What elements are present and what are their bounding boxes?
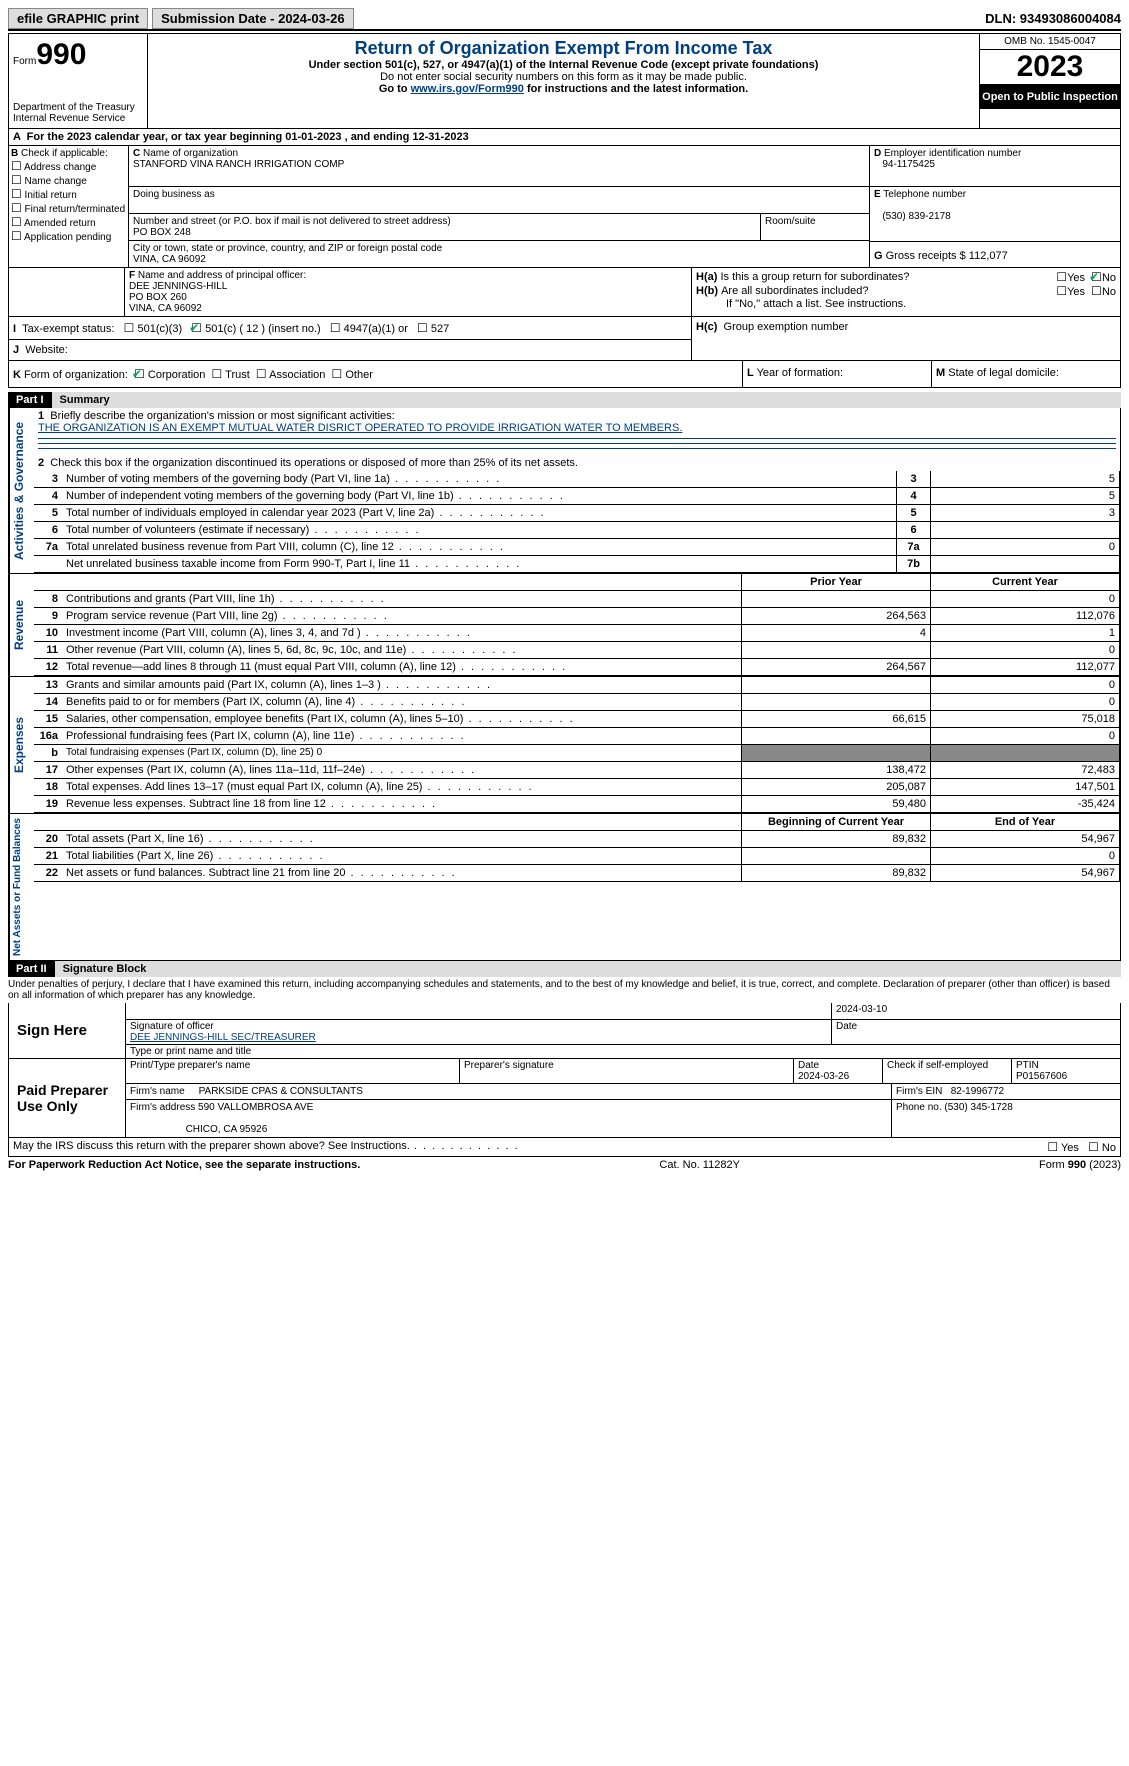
section-fh: F Name and address of principal officer:…: [8, 268, 1121, 317]
line-a: A For the 2023 calendar year, or tax yea…: [8, 129, 1121, 146]
section-bcde: B Check if applicable: ☐ Address change …: [8, 146, 1121, 268]
irs-link[interactable]: www.irs.gov/Form990: [411, 83, 524, 95]
org-name: STANFORD VINA RANCH IRRIGATION COMP: [133, 159, 344, 170]
gov-label: Activities & Governance: [9, 408, 34, 573]
part1-header: Part I Summary: [8, 392, 1121, 408]
dept-irs: Internal Revenue Service: [13, 113, 143, 124]
net-label: Net Assets or Fund Balances: [9, 814, 34, 960]
city: VINA, CA 96092: [133, 254, 206, 265]
submission-date: Submission Date - 2024-03-26: [152, 8, 354, 29]
discuss-row: May the IRS discuss this return with the…: [8, 1138, 1121, 1157]
officer-sig: DEE JENNINGS-HILL SEC/TREASURER: [130, 1032, 316, 1043]
ein: 94-1175425: [882, 159, 935, 170]
phone: (530) 839-2178: [882, 211, 950, 222]
form-sub2: Do not enter social security numbers on …: [156, 71, 971, 83]
street: PO BOX 248: [133, 227, 191, 238]
rev-label: Revenue: [9, 574, 34, 676]
rev-table: Prior YearCurrent Year8Contributions and…: [34, 574, 1120, 676]
mission: THE ORGANIZATION IS AN EXEMPT MUTUAL WAT…: [38, 422, 682, 434]
exp-table: 13Grants and similar amounts paid (Part …: [34, 677, 1120, 813]
dln: DLN: 93493086004084: [985, 11, 1121, 26]
footer: For Paperwork Reduction Act Notice, see …: [8, 1157, 1121, 1171]
top-bar: efile GRAPHIC print Submission Date - 20…: [8, 8, 1121, 31]
form-title: Return of Organization Exempt From Incom…: [156, 38, 971, 59]
open-inspection: Open to Public Inspection: [980, 85, 1120, 109]
section-ij: I Tax-exempt status: ☐ 501(c)(3) ☐ 501(c…: [8, 317, 1121, 361]
gov-table: 3Number of voting members of the governi…: [34, 471, 1120, 573]
gross-receipts: 112,077: [969, 250, 1008, 262]
tax-year: 2023: [980, 50, 1120, 85]
form-sub1: Under section 501(c), 527, or 4947(a)(1)…: [156, 59, 971, 71]
perjury-text: Under penalties of perjury, I declare th…: [8, 977, 1121, 1003]
net-table: Beginning of Current YearEnd of Year20To…: [34, 814, 1120, 882]
part2-header: Part II Signature Block: [8, 961, 1121, 977]
section-klm: K Form of organization: ☐ Corporation ☐ …: [8, 361, 1121, 388]
omb-number: OMB No. 1545-0047: [980, 34, 1120, 50]
form-header: Form990 Department of the Treasury Inter…: [8, 33, 1121, 129]
efile-button[interactable]: efile GRAPHIC print: [8, 8, 148, 29]
sign-here-block: Sign Here 2024-03-10 Signature of office…: [8, 1003, 1121, 1059]
paid-preparer-block: Paid Preparer Use Only Print/Type prepar…: [8, 1059, 1121, 1138]
dept-treasury: Department of the Treasury: [13, 102, 143, 113]
form-label: Form: [13, 56, 36, 67]
exp-label: Expenses: [9, 677, 34, 813]
form-990: 990: [36, 38, 86, 71]
